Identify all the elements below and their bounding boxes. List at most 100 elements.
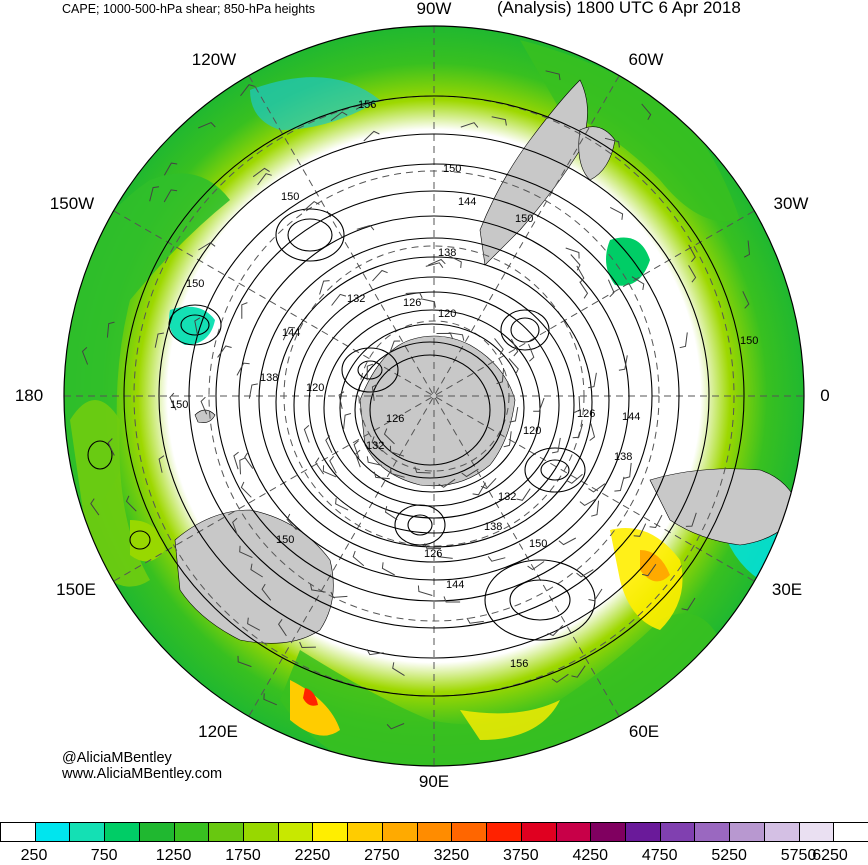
shear-barb [236, 362, 250, 376]
shear-barb [420, 298, 436, 308]
shear-barb [641, 563, 657, 577]
contour-label: 150 [529, 538, 547, 550]
shear-barb [371, 436, 383, 452]
shear-barb [428, 258, 446, 266]
contour-label: 150 [281, 191, 299, 203]
contour-label: 132 [347, 293, 365, 305]
lon-label: 0 [820, 386, 830, 405]
contour-label: 144 [458, 196, 476, 208]
shear-barb [106, 321, 115, 338]
south-america-east [578, 126, 616, 181]
map-title-fields: CAPE; 1000-500-hPa shear; 850-hPa height… [62, 2, 315, 16]
shear-barb [591, 500, 600, 517]
shear-barb [688, 244, 696, 263]
shear-barb [330, 591, 348, 598]
contour-label: 138 [614, 451, 632, 463]
shear-barb [310, 583, 326, 593]
contour-label: 150 [443, 163, 461, 175]
shear-barb [299, 641, 316, 649]
colorbar-label: 2750 [364, 847, 400, 864]
shear-barb [338, 391, 345, 409]
lon-label: 120W [191, 50, 237, 69]
shear-barb [588, 372, 597, 389]
contour-label: 132 [498, 491, 516, 503]
colorbar-label: 6250 [812, 847, 848, 864]
colorbar-swatch [451, 822, 488, 842]
lon-label: 90W [416, 0, 452, 18]
contour-label: 156 [510, 658, 528, 670]
shear-barb [149, 186, 160, 202]
contour-label: 126 [424, 548, 442, 560]
shear-barb [438, 478, 456, 488]
shear-barb [158, 455, 165, 473]
colorbar-label: 5250 [711, 847, 747, 864]
colorbar-swatch [763, 822, 800, 842]
shear-barb [389, 445, 405, 457]
shear-barb [623, 462, 632, 479]
shear-barb [169, 392, 177, 411]
shear-barb [330, 111, 348, 121]
colorbar-label: 1250 [155, 847, 192, 864]
shear-barb [371, 383, 378, 401]
lon-label: 30E [771, 580, 803, 599]
shear-barb [510, 338, 519, 357]
shear-barb [261, 583, 272, 601]
shear-barb [240, 84, 255, 97]
colorbar-label: 4250 [572, 847, 609, 864]
shear-barb [609, 206, 624, 220]
shear-barb [241, 302, 248, 319]
colorbar-swatch [486, 822, 522, 842]
shear-barb [688, 265, 697, 283]
colorbar-swatch [138, 822, 175, 842]
shear-barb [250, 563, 263, 578]
shear-barb [343, 413, 352, 430]
shear-barb [163, 162, 178, 176]
contour-label: 150 [186, 278, 204, 290]
colorbar-swatch [694, 822, 731, 842]
shear-barb [494, 338, 504, 355]
cape-colorbar: 250 750 1250 1750 2250 2750 3250 3750 4250 4750 52… [0, 822, 868, 865]
contour-label: 126 [386, 413, 404, 425]
map-disc [64, 26, 804, 766]
contour-label: 120 [438, 308, 456, 320]
shear-barb [366, 363, 374, 381]
colorbar-swatch [347, 822, 383, 842]
colorbar-swatch [277, 822, 314, 842]
shear-barb [516, 488, 531, 501]
shear-barb [239, 457, 246, 475]
shear-barb [631, 276, 645, 290]
shear-barb [239, 545, 253, 559]
shear-barb [405, 291, 423, 299]
lon-label: 90E [418, 772, 450, 791]
shear-barbs [81, 70, 751, 730]
shear-barb [107, 438, 115, 456]
colorbar-swatch [798, 822, 835, 842]
shear-barb [509, 407, 519, 423]
lon-label: 180 [14, 386, 44, 405]
shear-barb [681, 597, 696, 611]
shear-barb [384, 506, 398, 521]
south-america [479, 79, 588, 266]
shear-barb [743, 240, 751, 258]
colorbar-swatch [659, 822, 696, 842]
shear-barb [448, 255, 462, 268]
shear-barb [392, 662, 405, 677]
credit-website: www.AliciaMBentley.com [62, 766, 223, 782]
shear-barb [200, 396, 208, 415]
colorbar-label: 1750 [225, 847, 261, 864]
shear-barb [372, 269, 388, 282]
polar-map: 156 150 150 144 150 138 150 132 126 120 … [63, 25, 805, 767]
shear-barb [589, 423, 596, 441]
shear-barb [572, 423, 584, 439]
shear-barb [252, 167, 270, 178]
contour-label: 150 [515, 213, 533, 225]
shear-barb [425, 262, 444, 268]
shear-barb [414, 466, 431, 474]
colorbar-label: 3750 [503, 847, 539, 864]
contour-label: 144 [282, 327, 300, 339]
antarctica [359, 335, 516, 487]
shear-barb [335, 497, 349, 511]
colorbar-label: 3250 [433, 847, 470, 864]
credit-handle: @AliciaMBentley [62, 750, 172, 766]
colorbar-label: 2250 [294, 847, 331, 864]
